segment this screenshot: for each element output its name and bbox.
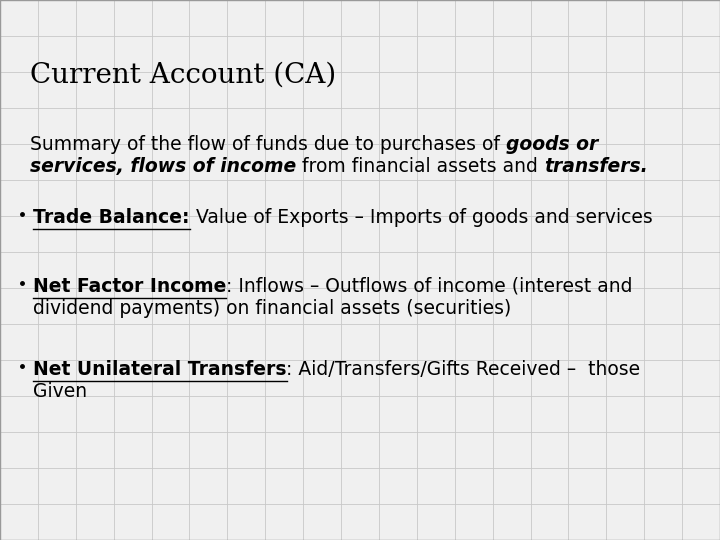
Text: Summary of the flow of funds due to purchases of: Summary of the flow of funds due to purc… [30,135,506,154]
Text: Net Unilateral Transfers: Net Unilateral Transfers [33,360,287,379]
Text: Given: Given [33,382,87,401]
Text: Trade Balance:: Trade Balance: [33,208,189,227]
Text: transfers.: transfers. [544,157,648,176]
Text: services, flows of income: services, flows of income [30,157,296,176]
Text: Net Factor Income: Net Factor Income [33,277,226,296]
Text: : Aid/Transfers/Gifts Received –  those: : Aid/Transfers/Gifts Received – those [287,360,641,379]
Text: : Inflows – Outflows of income (interest and: : Inflows – Outflows of income (interest… [226,277,633,296]
Text: goods or: goods or [506,135,598,154]
Text: from financial assets and: from financial assets and [296,157,544,176]
Text: Value of Exports – Imports of goods and services: Value of Exports – Imports of goods and … [189,208,652,227]
Text: Current Account (CA): Current Account (CA) [30,62,336,89]
Text: dividend payments) on financial assets (securities): dividend payments) on financial assets (… [33,299,511,318]
